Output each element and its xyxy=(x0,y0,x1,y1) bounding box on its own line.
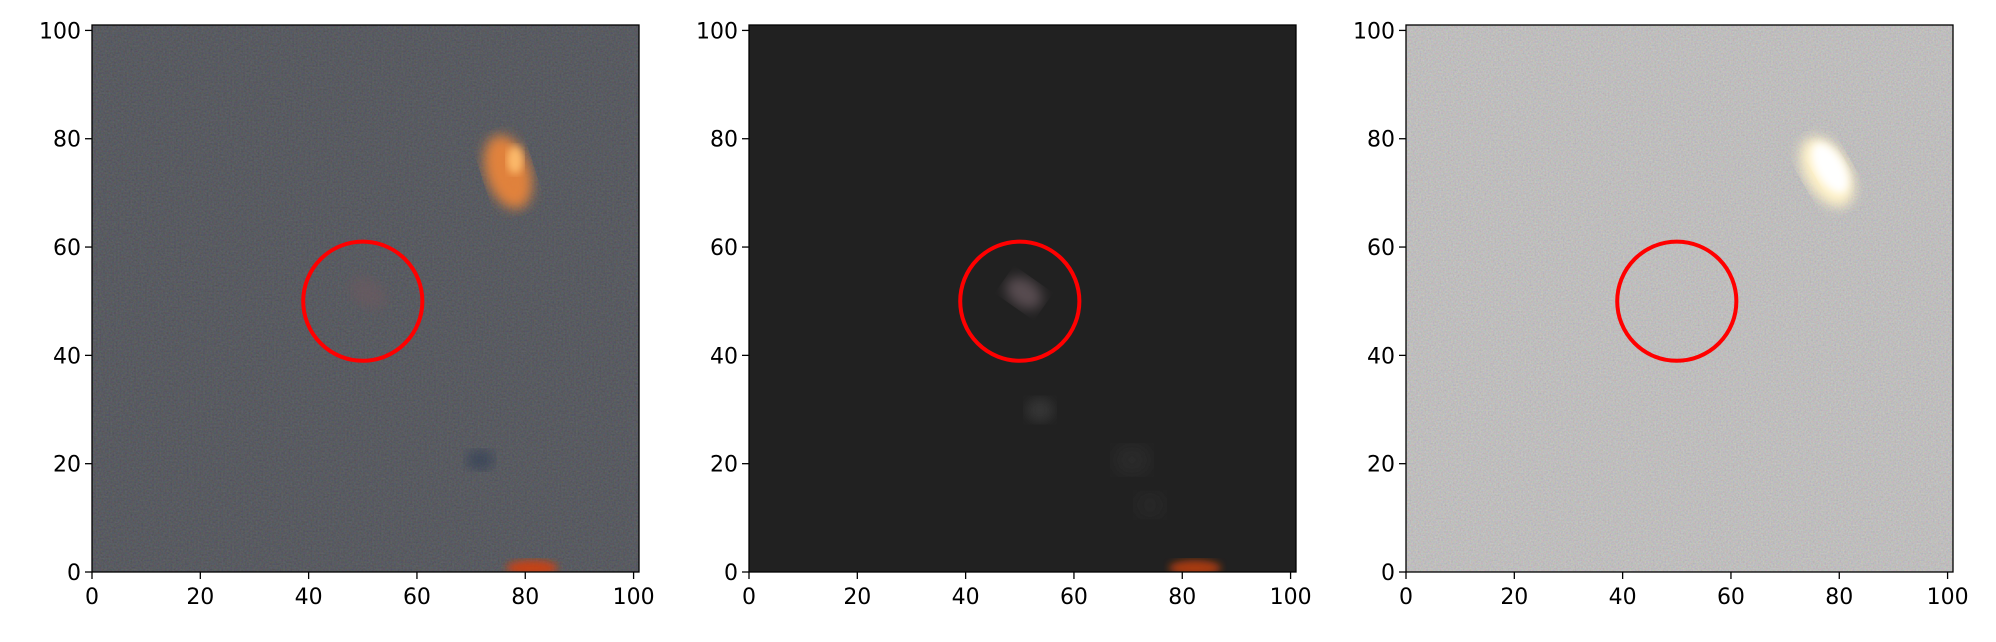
x-tick-label: 80 xyxy=(1825,585,1853,610)
y-tick-label: 100 xyxy=(696,19,738,44)
y-tick-label: 0 xyxy=(1381,561,1395,586)
y-tick-label: 100 xyxy=(39,19,81,44)
x-tick-label: 100 xyxy=(1927,585,1969,610)
x-tick-label: 100 xyxy=(1270,585,1312,610)
target-circle xyxy=(958,239,1082,363)
x-tick-label: 80 xyxy=(1168,585,1196,610)
target-circle xyxy=(1615,239,1739,363)
x-tick-label: 80 xyxy=(511,585,539,610)
image-color-cutout xyxy=(92,25,639,572)
image-model xyxy=(749,25,1296,572)
y-tick-label: 60 xyxy=(1367,236,1395,261)
axes-frame xyxy=(1405,24,1954,573)
x-tick-label: 20 xyxy=(1500,585,1528,610)
x-tick-label: 60 xyxy=(403,585,431,610)
axes-frame xyxy=(748,24,1297,573)
x-tick-label: 60 xyxy=(1060,585,1088,610)
axes-frame xyxy=(91,24,640,573)
panel-color-cutout: 0 20 40 60 80 100 0 20 40 60 80 100 xyxy=(39,19,655,610)
image-residual xyxy=(1406,25,1953,572)
panel-residual: 0 20 40 60 80 100 0 20 40 60 80 100 xyxy=(1353,19,1969,610)
y-tick-label: 20 xyxy=(710,453,738,478)
x-tick-label: 60 xyxy=(1717,585,1745,610)
y-tick-label: 40 xyxy=(710,344,738,369)
target-circle xyxy=(301,239,425,363)
panel-model: 0 20 40 60 80 100 0 20 40 60 80 100 xyxy=(696,19,1312,610)
y-tick-label: 60 xyxy=(53,236,81,261)
y-tick-label: 80 xyxy=(53,128,81,153)
y-tick-label: 0 xyxy=(67,561,81,586)
y-tick-label: 60 xyxy=(710,236,738,261)
y-tick-label: 100 xyxy=(1353,19,1395,44)
y-tick-label: 40 xyxy=(1367,344,1395,369)
x-tick-label: 0 xyxy=(85,585,99,610)
x-tick-label: 0 xyxy=(742,585,756,610)
y-tick-label: 80 xyxy=(710,128,738,153)
x-tick-label: 0 xyxy=(1399,585,1413,610)
y-tick-label: 20 xyxy=(53,453,81,478)
y-tick-label: 20 xyxy=(1367,453,1395,478)
x-tick-label: 100 xyxy=(613,585,655,610)
y-tick-label: 0 xyxy=(724,561,738,586)
x-tick-label: 40 xyxy=(1609,585,1637,610)
x-tick-label: 20 xyxy=(843,585,871,610)
y-tick-label: 80 xyxy=(1367,128,1395,153)
x-tick-label: 40 xyxy=(952,585,980,610)
y-tick-label: 40 xyxy=(53,344,81,369)
x-tick-label: 20 xyxy=(186,585,214,610)
x-tick-label: 40 xyxy=(295,585,323,610)
